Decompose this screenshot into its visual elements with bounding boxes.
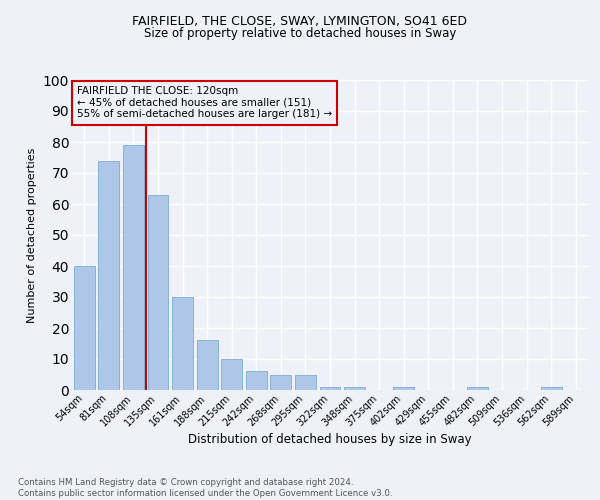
Text: Contains HM Land Registry data © Crown copyright and database right 2024.
Contai: Contains HM Land Registry data © Crown c… [18,478,392,498]
X-axis label: Distribution of detached houses by size in Sway: Distribution of detached houses by size … [188,433,472,446]
Bar [467,387,488,390]
Bar [221,359,242,390]
Bar [148,194,169,390]
Bar [172,297,193,390]
Bar [74,266,95,390]
Text: Size of property relative to detached houses in Sway: Size of property relative to detached ho… [144,28,456,40]
Text: FAIRFIELD THE CLOSE: 120sqm
← 45% of detached houses are smaller (151)
55% of se: FAIRFIELD THE CLOSE: 120sqm ← 45% of det… [77,86,332,120]
Bar [271,374,292,390]
Bar [344,387,365,390]
Bar [320,387,340,390]
Y-axis label: Number of detached properties: Number of detached properties [27,148,37,322]
Text: FAIRFIELD, THE CLOSE, SWAY, LYMINGTON, SO41 6ED: FAIRFIELD, THE CLOSE, SWAY, LYMINGTON, S… [133,15,467,28]
Bar [123,145,144,390]
Bar [295,374,316,390]
Bar [246,372,267,390]
Bar [393,387,414,390]
Bar [98,160,119,390]
Bar [541,387,562,390]
Bar [197,340,218,390]
